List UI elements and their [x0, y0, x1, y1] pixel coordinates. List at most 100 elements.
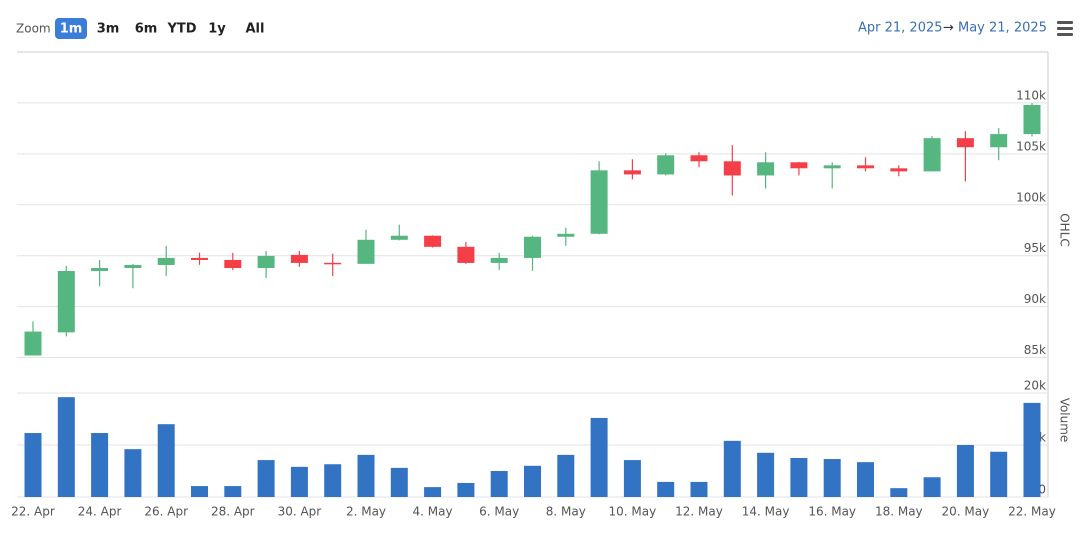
- volume-bar: [657, 481, 675, 497]
- volume-bar: [923, 477, 941, 497]
- volume-bar: [890, 488, 908, 497]
- volume-bar: [623, 460, 641, 497]
- volume-bar: [357, 454, 375, 497]
- y2-tick-label: 20k: [1024, 379, 1046, 393]
- candle-body: [191, 257, 208, 260]
- range-from[interactable]: Apr 21, 2025: [858, 21, 943, 36]
- range-to[interactable]: May 21, 2025: [958, 21, 1047, 36]
- volume-bar: [457, 482, 475, 497]
- x-tick-label: 12. May: [675, 505, 723, 519]
- y-axis-title: OHLC: [1058, 213, 1072, 247]
- candle-body: [1023, 104, 1041, 135]
- x-tick-label: 8. May: [546, 505, 586, 519]
- volume-bar: [157, 424, 175, 497]
- candle-body: [290, 254, 308, 263]
- candle-body: [657, 155, 675, 175]
- zoom-label: Zoom: [16, 22, 51, 36]
- candle-body: [357, 239, 375, 264]
- volume-bar: [191, 486, 208, 497]
- candle-body: [690, 155, 708, 162]
- candle-body: [956, 138, 974, 148]
- volume-bar: [557, 454, 575, 497]
- candle-body: [557, 233, 575, 237]
- volume-bar: [490, 471, 508, 497]
- zoom-button[interactable]: YTD: [166, 22, 196, 37]
- x-tick-label: 18. May: [875, 505, 923, 519]
- volume-bar: [390, 467, 408, 497]
- menu-icon[interactable]: [1057, 21, 1073, 36]
- candle-body: [324, 262, 342, 265]
- candle-body: [723, 161, 741, 176]
- volume-bar: [224, 486, 242, 497]
- y-tick-label: 95k: [1024, 241, 1046, 255]
- volume-bar: [590, 417, 608, 497]
- candle-body: [124, 264, 142, 269]
- candle-body: [990, 134, 1008, 148]
- zoom-button[interactable]: All: [246, 22, 265, 37]
- volume-bar: [124, 449, 142, 497]
- volume-bar: [24, 433, 42, 497]
- x-tick-label: 20. May: [942, 505, 990, 519]
- y-tick-label: 90k: [1024, 292, 1046, 306]
- candle-body: [923, 138, 941, 172]
- candle-body: [390, 235, 408, 240]
- volume-bar: [290, 466, 308, 497]
- zoom-button[interactable]: 1m: [60, 22, 83, 37]
- volume-bar: [424, 487, 442, 497]
- candle-body: [823, 165, 841, 169]
- volume-bar: [757, 452, 775, 497]
- candle-body: [590, 170, 608, 234]
- candle-body: [623, 170, 641, 175]
- x-tick-label: 28. Apr: [211, 505, 255, 519]
- volume-bar: [723, 440, 741, 497]
- candle-body: [424, 235, 442, 247]
- x-tick-label: 2. May: [346, 505, 386, 519]
- volume-bar: [324, 464, 342, 497]
- x-tick-label: 10. May: [609, 505, 657, 519]
- volume-bar: [857, 462, 874, 497]
- candle-body: [157, 257, 175, 265]
- zoom-button[interactable]: 3m: [97, 22, 120, 37]
- zoom-button[interactable]: 1y: [208, 22, 226, 37]
- candle-body: [91, 268, 109, 271]
- volume-bar: [1023, 402, 1041, 497]
- x-tick-label: 30. Apr: [278, 505, 322, 519]
- volume-bar: [956, 445, 974, 497]
- x-tick-label: 14. May: [742, 505, 790, 519]
- y-tick-label: 110k: [1016, 88, 1046, 102]
- y-tick-label: 100k: [1016, 190, 1046, 204]
- y2-axis-title: Volume: [1058, 398, 1072, 443]
- y-tick-label: 105k: [1016, 139, 1046, 153]
- x-tick-label: 16. May: [808, 505, 856, 519]
- candle-body: [457, 246, 475, 263]
- zoom-button[interactable]: 6m: [135, 22, 158, 37]
- candle-body: [790, 162, 808, 169]
- x-tick-label: 26. Apr: [144, 505, 188, 519]
- candle-body: [524, 236, 541, 258]
- volume-bar: [990, 451, 1008, 497]
- volume-bar: [524, 465, 541, 497]
- y2-tick-label: 0: [1038, 483, 1046, 497]
- candle-body: [757, 162, 775, 176]
- x-tick-label: 6. May: [479, 505, 519, 519]
- candle-body: [224, 259, 242, 269]
- x-tick-label: 4. May: [413, 505, 453, 519]
- candle-body: [24, 331, 42, 356]
- volume-bar: [257, 460, 275, 497]
- zoom-buttons: 1m 3m 6m YTD 1y All: [55, 18, 264, 39]
- candle-body: [57, 270, 75, 333]
- x-tick-label: 22. Apr: [11, 505, 55, 519]
- x-tick-label: 22. May: [1008, 505, 1056, 519]
- candle-body: [890, 168, 908, 172]
- volume-bar: [57, 397, 75, 497]
- candle-body: [257, 255, 275, 269]
- volume-bar: [690, 481, 708, 497]
- range-separator: →: [943, 21, 954, 36]
- x-tick-label: 24. Apr: [78, 505, 122, 519]
- volume-bar: [823, 459, 841, 497]
- volume-bar: [790, 458, 808, 497]
- zoom-button-bg[interactable]: [55, 18, 87, 39]
- volume-bar: [91, 433, 109, 497]
- candle-body: [490, 257, 508, 263]
